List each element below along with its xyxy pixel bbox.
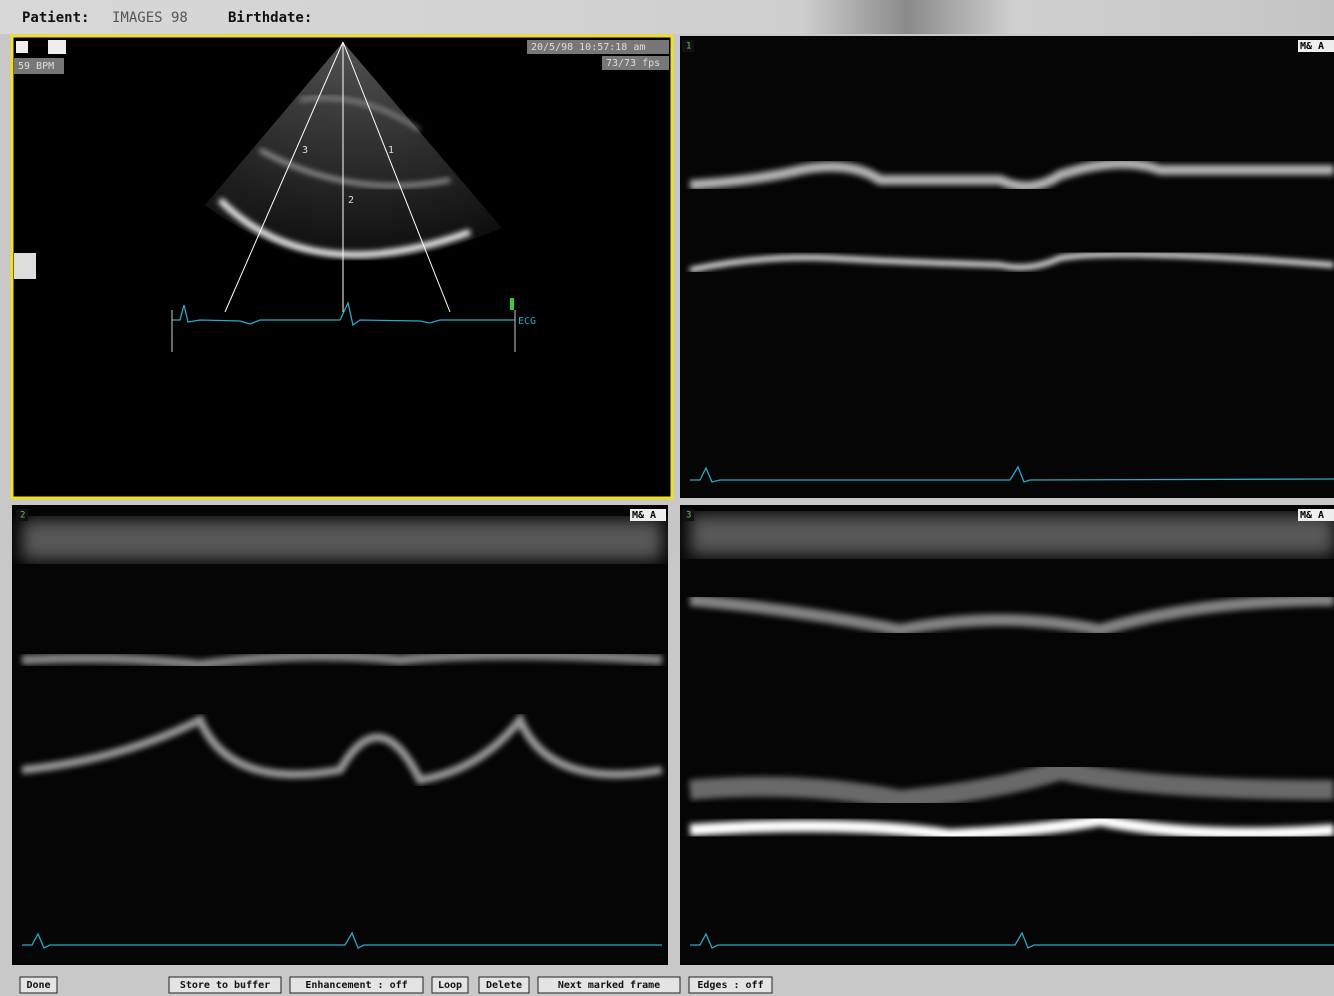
- panel-number: 1: [686, 42, 691, 52]
- toolbar-button[interactable]: Done: [20, 977, 57, 993]
- toolbar-button[interactable]: Edges : off: [689, 977, 772, 993]
- panel-number: 3: [686, 511, 691, 521]
- panel-mmode-3[interactable]: [680, 505, 1334, 965]
- page: Patient: IMAGES 98 Birthdate: 59 BPM 20/…: [0, 0, 1334, 996]
- scan-line-label: 1: [388, 145, 394, 156]
- panel-mmode-2[interactable]: [12, 505, 668, 965]
- birthdate-label: Birthdate:: [228, 10, 312, 26]
- toolbar-button[interactable]: Store to buffer: [169, 977, 281, 993]
- frame-rate: 73/73 fps: [606, 58, 660, 69]
- button-label[interactable]: Next marked frame: [558, 980, 660, 991]
- panel-tag: M& A: [632, 510, 656, 521]
- button-label[interactable]: Store to buffer: [180, 980, 270, 991]
- heart-rate: 59 BPM: [18, 61, 54, 72]
- button-label[interactable]: Enhancement : off: [305, 980, 407, 991]
- button-label[interactable]: Edges : off: [697, 980, 763, 991]
- scan-line-label: 2: [348, 195, 354, 206]
- header-bar: [0, 0, 1334, 34]
- panel-mmode-1[interactable]: [680, 36, 1334, 498]
- ecg-label: ECG: [518, 316, 536, 327]
- panel-tag: M& A: [1300, 510, 1324, 521]
- toolbar-button[interactable]: Enhancement : off: [290, 977, 423, 993]
- panel-2d[interactable]: [12, 36, 672, 498]
- button-label[interactable]: Delete: [486, 980, 522, 991]
- timestamp: 20/5/98 10:57:18 am: [531, 42, 645, 53]
- panel-tag: M& A: [1300, 41, 1324, 52]
- echo-viewer: Patient: IMAGES 98 Birthdate: 59 BPM 20/…: [0, 0, 1334, 996]
- patient-label: Patient:: [22, 10, 89, 26]
- panel-number: 2: [20, 511, 25, 521]
- toolbar-button[interactable]: Loop: [432, 977, 468, 993]
- button-label[interactable]: Loop: [438, 980, 462, 991]
- toolbar-button[interactable]: Next marked frame: [538, 977, 680, 993]
- patient-name: IMAGES 98: [112, 10, 188, 26]
- scan-line-label: 3: [302, 145, 308, 156]
- button-label[interactable]: Done: [26, 980, 50, 991]
- toolbar-button[interactable]: Delete: [479, 977, 529, 993]
